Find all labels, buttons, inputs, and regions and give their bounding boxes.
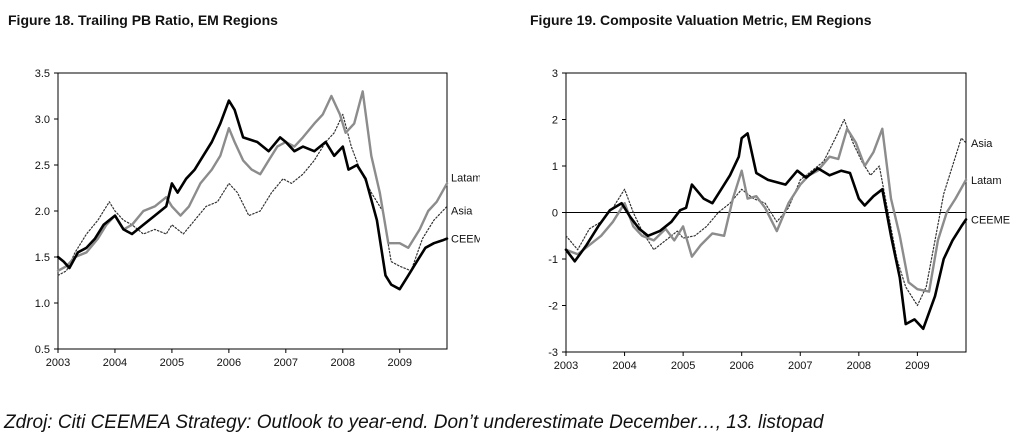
fig18-x-tick-label: 2004 (103, 357, 127, 369)
fig18-x-tick-label: 2003 (46, 357, 70, 369)
fig19-x-tick-label: 2008 (847, 360, 871, 372)
fig18-y-tick-label: 1.0 (35, 298, 50, 310)
fig19-x-tick-label: 2004 (612, 360, 636, 372)
fig18-legend-asia: Asia (451, 205, 473, 217)
fig18-x-tick-label: 2007 (274, 357, 298, 369)
fig18-x-tick-label: 2009 (387, 357, 411, 369)
fig18-legend-latam: Latam (451, 172, 480, 184)
fig19-x-tick-label: 2005 (671, 360, 695, 372)
fig18-legend-ceemea: CEEMEA (451, 234, 480, 246)
fig19-y-tick-label: 3 (552, 68, 558, 80)
fig19-legend-asia: Asia (971, 138, 993, 150)
fig19-x-tick-label: 2006 (729, 360, 753, 372)
figure-18-title: Figure 18. Trailing PB Ratio, EM Regions (8, 12, 278, 28)
fig19-series-latam (564, 127, 968, 293)
fig18-series-ceemea (56, 99, 449, 291)
fig18-y-tick-label: 3.5 (35, 68, 50, 80)
fig18-y-tick-label: 2.5 (35, 160, 50, 172)
fig19-x-tick-label: 2009 (905, 360, 929, 372)
fig18-x-tick-label: 2006 (217, 357, 241, 369)
fig19-y-tick-label: -2 (548, 301, 558, 313)
fig18-series-asia (57, 113, 448, 276)
fig18-y-tick-label: 2.0 (35, 206, 50, 218)
fig18-y-tick-label: 3.0 (35, 114, 50, 126)
fig18-series-latam (56, 90, 449, 273)
fig18-plot-frame (57, 72, 448, 350)
chart-figure-19: -3 -2 -1 0 1 2 3 2003 2004 2005 2006 2007 2008 2009 As… (548, 68, 1010, 372)
source-note: Zdroj: Citi CEEMEA Strategy: Outlook to … (4, 412, 824, 433)
fig18-x-tick-label: 2005 (160, 357, 184, 369)
chart-figure-18: 0.5 1.0 1.5 2.0 2.5 3.0 3.5 2003 2004 2005 2006 200… (35, 68, 480, 369)
fig19-x-tick-label: 2007 (788, 360, 812, 372)
figure-19-title: Figure 19. Composite Valuation Metric, E… (530, 12, 872, 28)
fig18-x-tick-label: 2008 (331, 357, 355, 369)
fig19-series-ceemea (564, 132, 968, 331)
fig19-legend-ceemea: CEEMEA (971, 214, 1010, 226)
fig18-y-tick-label: 0.5 (35, 344, 50, 356)
fig19-x-tick-label: 2003 (554, 360, 578, 372)
fig18-y-tick-label: 1.5 (35, 252, 50, 264)
fig19-y-tick-label: 2 (552, 115, 558, 127)
fig19-y-tick-label: -3 (548, 347, 558, 359)
fig19-y-tick-label: -1 (548, 254, 558, 266)
fig19-legend-latam: Latam (971, 175, 1002, 187)
fig19-y-tick-label: 1 (552, 161, 558, 173)
fig19-y-tick-label: 0 (552, 208, 558, 220)
